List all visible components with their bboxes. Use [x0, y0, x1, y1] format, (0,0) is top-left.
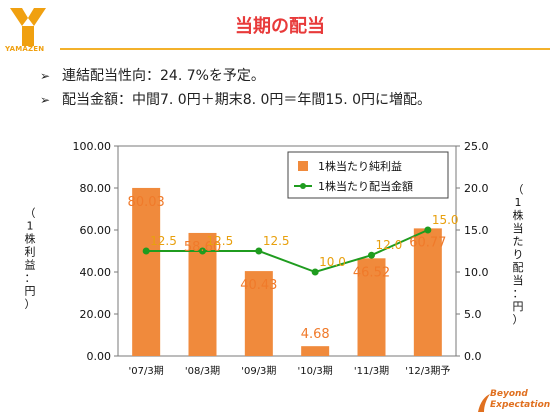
y-right-tick-label: 20.0 [464, 182, 489, 195]
line-point [199, 247, 206, 255]
y-left-ticks: 0.00 20.00 40.00 60.00 80.00 100.00 [73, 140, 118, 363]
bullet-text: 連結配当性向：24. 7%を予定。 [62, 68, 265, 84]
bar-data-label: 60.77 [409, 235, 446, 250]
legend: 1株当たり純利益 1株当たり配当金額 [287, 151, 449, 199]
dividend-line [146, 229, 429, 274]
line-data-label: 12.5 [150, 234, 177, 248]
x-tick-label: '10/3期 [298, 365, 333, 377]
line-data-label: 12.5 [207, 234, 234, 248]
y-left-tick-label: 40.00 [80, 266, 112, 279]
page-title: 当期の配当 [235, 16, 325, 37]
legend-box [287, 151, 449, 199]
line-series [142, 226, 432, 276]
bullet-item: ➢ 配当金額：中間7. 0円＋期末8. 0円＝年間15. 0円に増配。 [40, 88, 431, 112]
bar-data-label: 40.43 [240, 278, 277, 293]
legend-bar-label: 1株当たり純利益 [318, 159, 402, 173]
bar [301, 346, 330, 356]
x-tick-label: '07/3期 [129, 365, 164, 377]
y-right-tick-label: 5.0 [464, 308, 482, 321]
x-tick-label: '08/3期 [185, 365, 220, 377]
x-ticks: '07/3期 '08/3期 '09/3期 '10/3期 '11/3期 '12/3期予 [129, 365, 451, 377]
bar-labels: 80.03 58.60 40.43 4.68 46.52 60.77 [128, 195, 447, 342]
bar-data-label: 4.68 [301, 327, 330, 342]
axis-labels: （1 株利益：円） （ 1 株当たり配当：円） [25, 183, 524, 326]
line-point [424, 226, 432, 234]
y-left-tick-label: 80.00 [80, 182, 112, 195]
y-left-tick-label: 60.00 [80, 224, 112, 237]
bar [413, 228, 442, 356]
brand-mark: Beyond Expectation [476, 386, 556, 418]
line-point [142, 247, 150, 255]
swoosh-icon [478, 394, 490, 412]
line-data-label: 12.0 [376, 238, 403, 252]
y-right-tick-label: 25.0 [464, 140, 489, 153]
y-left-tick-label: 0.00 [87, 350, 112, 363]
line-point [311, 268, 319, 276]
y-right-axis-label: （1 株当たり配当：円） [513, 183, 524, 326]
bullet-list: ➢ 連結配当性向：24. 7%を予定。 ➢ 配当金額：中間7. 0円＋期末8. 0円… [40, 64, 431, 112]
x-tick-label: '11/3期 [354, 365, 389, 377]
x-tick-label: '12/3期予 [405, 365, 450, 377]
title-rule [60, 48, 550, 50]
y-left-tick-label: 100.00 [73, 140, 112, 153]
line-data-label: 10.0 [319, 255, 346, 269]
line-data-label: 15.0 [432, 213, 459, 227]
bar [244, 271, 273, 356]
legend-line-marker [300, 183, 306, 189]
bar-data-label: 80.03 [128, 195, 165, 210]
y-right-tick-label: 0.0 [464, 350, 482, 363]
bar-data-label: 58.60 [184, 240, 221, 255]
logo-text: YAMAZEN [5, 45, 45, 53]
y-right-ticks: 0.0 5.0 10.0 15.0 20.0 25.0 [456, 140, 489, 363]
x-tick-label: '09/3期 [241, 365, 276, 377]
line-labels: 12.5 12.5 12.5 10.0 12.0 15.0 [150, 213, 458, 269]
y-left-axis-label: （1 株利益：円） [25, 207, 36, 311]
y-right-tick-label: 15.0 [464, 224, 489, 237]
brand-line-1: Beyond [490, 389, 528, 399]
bullet-text: 配当金額：中間7. 0円＋期末8. 0円＝年間15. 0円に増配。 [62, 92, 432, 108]
bullet-item: ➢ 連結配当性向：24. 7%を予定。 [40, 64, 431, 88]
brand-line-2: Expectation [490, 400, 551, 410]
arrow-icon: ➢ [40, 93, 51, 107]
bar-data-label: 46.52 [353, 265, 390, 280]
legend-bar-swatch [298, 161, 308, 171]
brand-text: Beyond Expectation [490, 389, 550, 411]
bar [357, 258, 386, 356]
y-right-tick-label: 10.0 [464, 266, 489, 279]
legend-line-label: 1株当たり配当金額 [318, 179, 413, 193]
line-point [368, 251, 375, 259]
y-left-tick-label: 20.00 [80, 308, 112, 321]
bar [132, 187, 161, 356]
arrow-icon: ➢ [40, 69, 51, 83]
yamazen-logo [10, 8, 46, 46]
line-data-label: 12.5 [263, 234, 290, 248]
line-point [255, 247, 263, 255]
